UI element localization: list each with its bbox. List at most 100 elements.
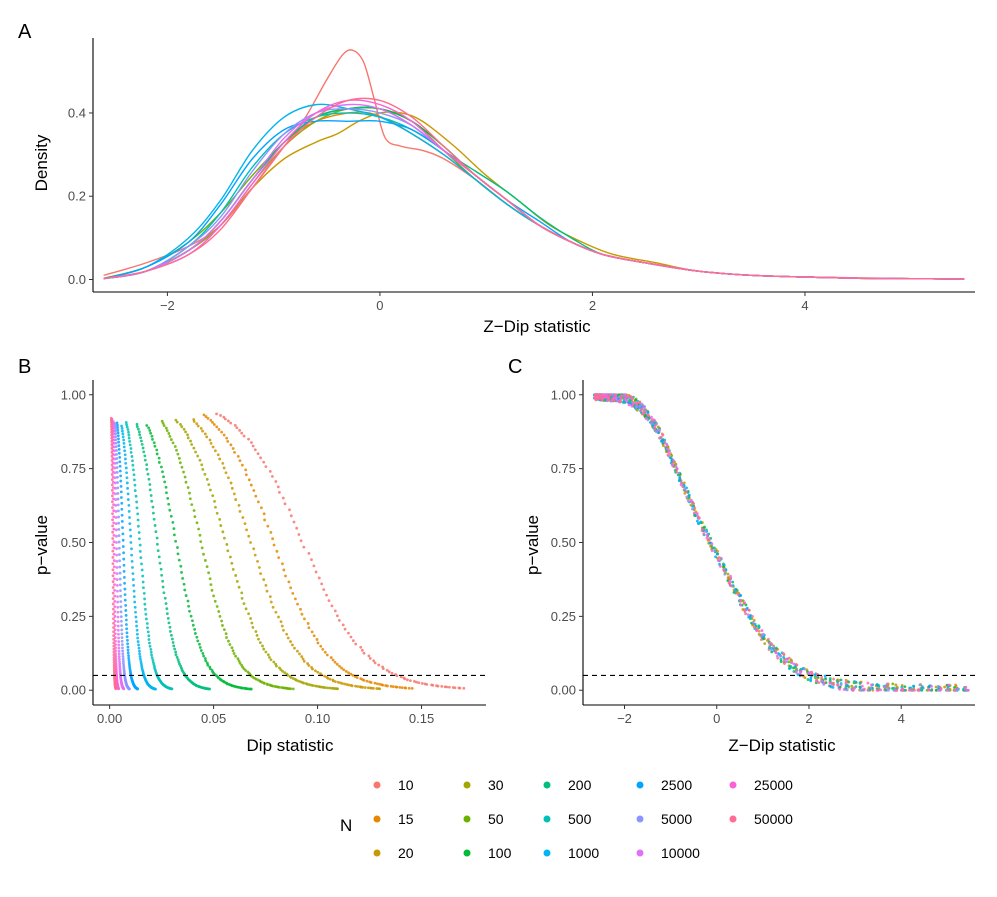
dip-point [128, 522, 132, 526]
dip-point [110, 488, 114, 492]
dip-point [268, 655, 271, 659]
dip-point [349, 672, 353, 676]
dip-point [134, 494, 138, 498]
dip-point [162, 475, 165, 479]
dip-point [121, 654, 125, 658]
dip-point [134, 610, 137, 614]
dip-point [169, 514, 173, 518]
dip-point [112, 658, 116, 662]
dip-point [110, 463, 114, 467]
dip-point [130, 455, 134, 458]
dip-point [288, 508, 291, 512]
dip-point [269, 600, 273, 604]
dip-point [157, 456, 161, 460]
dip-point [218, 517, 222, 521]
dip-point [175, 655, 179, 659]
zdip-point [760, 638, 763, 642]
zdip-point [860, 684, 864, 688]
dip-series-n-2500 [115, 421, 140, 691]
dip-point [229, 555, 232, 559]
dip-point [110, 473, 114, 476]
dip-point [117, 632, 120, 636]
zdip-point [934, 685, 938, 689]
dip-point [152, 511, 155, 515]
dip-point [310, 630, 314, 634]
zdip-point [947, 683, 951, 687]
zdip-point [747, 615, 751, 619]
density-line-n-50000 [103, 97, 965, 280]
dip-point [111, 461, 115, 465]
dip-point [150, 656, 154, 659]
dip-point [110, 446, 114, 450]
dip-point [120, 632, 124, 636]
dip-point [116, 428, 120, 432]
dip-point [281, 496, 285, 500]
dip-point [425, 683, 429, 686]
dip-point [199, 540, 203, 543]
dip-point [123, 598, 127, 602]
dip-point [121, 659, 125, 663]
zdip-point [600, 393, 604, 397]
dip-point [249, 617, 253, 620]
zdip-point [752, 625, 756, 629]
density-y-tick-label: 0.0 [68, 272, 86, 287]
dip-point [117, 527, 121, 531]
dip-point [202, 552, 205, 556]
dip-x-axis-title: Dip statistic [247, 736, 334, 755]
dip-point [146, 472, 150, 476]
zdip-x-tick-label: 4 [898, 711, 905, 726]
zdip-point [727, 581, 731, 585]
zdip-point [621, 394, 625, 398]
dip-point [136, 512, 140, 516]
dip-point [247, 478, 251, 482]
dip-point [240, 591, 244, 595]
dip-point [249, 483, 253, 487]
dip-point [249, 541, 252, 544]
dip-point [132, 595, 136, 599]
dip-point [113, 583, 116, 587]
dip-point [264, 650, 268, 654]
zdip-point [705, 536, 709, 540]
dip-point [165, 429, 169, 433]
dip-point [111, 506, 114, 509]
dip-point [119, 605, 123, 609]
dip-point [148, 483, 152, 486]
dip-point [197, 527, 200, 531]
dip-point [135, 628, 139, 632]
zdip-point [809, 676, 813, 679]
zdip-point [613, 393, 617, 397]
legend-item-n-15: 15 [373, 811, 414, 827]
dip-point [118, 553, 121, 556]
dip-point [113, 619, 117, 623]
density-y-tick-label: 0.4 [68, 105, 86, 120]
dip-point [378, 687, 382, 691]
dip-point [155, 542, 159, 546]
dip-point [343, 682, 347, 686]
density-y-tick-label: 0.2 [68, 189, 86, 204]
dip-point [111, 470, 115, 474]
dip-point [138, 655, 142, 658]
zdip-point [717, 556, 721, 559]
dip-point [111, 555, 115, 559]
dip-point [272, 660, 276, 664]
dip-point [195, 635, 199, 639]
zdip-point [785, 660, 788, 664]
zdip-point [704, 529, 708, 533]
legend-key [543, 849, 551, 857]
dip-point [112, 503, 115, 507]
dip-point [112, 634, 116, 638]
dip-point [111, 602, 115, 606]
dip-point [417, 681, 421, 685]
dip-point [133, 483, 137, 487]
zdip-point [678, 476, 682, 480]
dip-point [140, 562, 143, 566]
dip-point [135, 500, 139, 504]
dip-point [245, 528, 248, 532]
dip-point [268, 470, 272, 473]
dip-point [340, 682, 344, 685]
dip-point [136, 427, 140, 431]
dip-point [224, 471, 228, 475]
dip-point [115, 547, 119, 551]
dip-point [458, 686, 462, 690]
dip-point [186, 599, 190, 603]
